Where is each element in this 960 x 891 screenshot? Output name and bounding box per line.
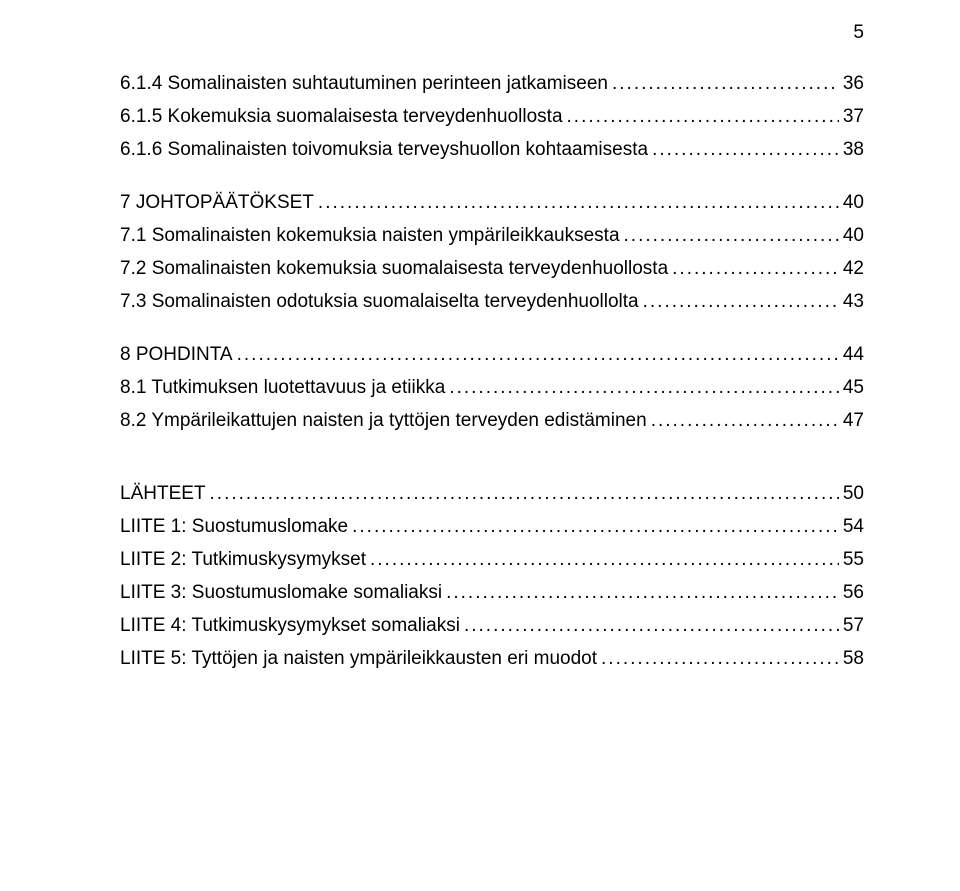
toc-leader-dots xyxy=(449,378,839,397)
document-page: 5 6.1.4 Somalinaisten suhtautuminen peri… xyxy=(0,0,960,891)
toc-entry: 7.1 Somalinaisten kokemuksia naisten ymp… xyxy=(120,226,864,245)
toc-entry-page: 45 xyxy=(843,378,864,397)
toc-entry-label: LIITE 5: Tyttöjen ja naisten ympärileikk… xyxy=(120,649,597,668)
toc-entry-label: 6.1.5 Kokemuksia suomalaisesta terveyden… xyxy=(120,107,563,126)
toc-entry: 8.2 Ympärileikattujen naisten ja tyttöje… xyxy=(120,411,864,430)
toc-entry-page: 50 xyxy=(843,484,864,503)
toc-entry: LIITE 1: Suostumuslomake 54 xyxy=(120,517,864,536)
toc-entry-page: 37 xyxy=(843,107,864,126)
toc-leader-dots xyxy=(567,107,839,126)
toc-leader-dots xyxy=(464,616,839,635)
toc-leader-dots xyxy=(601,649,839,668)
toc-leader-dots xyxy=(446,583,839,602)
toc-entry-label: 7.2 Somalinaisten kokemuksia suomalaises… xyxy=(120,259,668,278)
toc-entry-page: 40 xyxy=(843,226,864,245)
toc-entry: LIITE 2: Tutkimuskysymykset 55 xyxy=(120,550,864,569)
toc-entry: 8.1 Tutkimuksen luotettavuus ja etiikka 4… xyxy=(120,378,864,397)
toc-entry: LIITE 5: Tyttöjen ja naisten ympärileikk… xyxy=(120,649,864,668)
toc-entry-page: 47 xyxy=(843,411,864,430)
toc-entry-label: 6.1.6 Somalinaisten toivomuksia terveysh… xyxy=(120,140,648,159)
toc-gap xyxy=(120,173,864,193)
toc-entry: LIITE 3: Suostumuslomake somaliaksi 56 xyxy=(120,583,864,602)
toc-entry: 6.1.4 Somalinaisten suhtautuminen perint… xyxy=(120,74,864,93)
toc-leader-dots xyxy=(352,517,839,536)
toc-entry-label: 8.1 Tutkimuksen luotettavuus ja etiikka xyxy=(120,378,445,397)
toc-leader-dots xyxy=(210,484,839,503)
toc-leader-dots xyxy=(237,345,839,364)
toc-entry-page: 43 xyxy=(843,292,864,311)
toc-entry: 7.3 Somalinaisten odotuksia suomalaiselt… xyxy=(120,292,864,311)
toc-leader-dots xyxy=(624,226,839,245)
toc-entry: 8 POHDINTA 44 xyxy=(120,345,864,364)
toc-entry-page: 54 xyxy=(843,517,864,536)
page-number: 5 xyxy=(853,22,864,44)
toc-entry: 7 JOHTOPÄÄTÖKSET 40 xyxy=(120,193,864,212)
toc-entry-label: 6.1.4 Somalinaisten suhtautuminen perint… xyxy=(120,74,608,93)
toc-gap xyxy=(120,325,864,345)
toc-entry-label: LÄHTEET xyxy=(120,484,206,503)
toc-entry-page: 55 xyxy=(843,550,864,569)
toc-entry-label: LIITE 2: Tutkimuskysymykset xyxy=(120,550,366,569)
toc-entry-page: 36 xyxy=(843,74,864,93)
toc-entry-label: 8.2 Ympärileikattujen naisten ja tyttöje… xyxy=(120,411,647,430)
toc-leader-dots xyxy=(318,193,839,212)
toc-entry: 7.2 Somalinaisten kokemuksia suomalaises… xyxy=(120,259,864,278)
toc-entry-page: 40 xyxy=(843,193,864,212)
toc-entry-page: 38 xyxy=(843,140,864,159)
toc-entry-page: 58 xyxy=(843,649,864,668)
toc-leader-dots xyxy=(612,74,839,93)
toc-entry-label: LIITE 1: Suostumuslomake xyxy=(120,517,348,536)
toc-entry: 6.1.5 Kokemuksia suomalaisesta terveyden… xyxy=(120,107,864,126)
toc-leader-dots xyxy=(651,411,839,430)
toc-entry-page: 57 xyxy=(843,616,864,635)
table-of-contents: 6.1.4 Somalinaisten suhtautuminen perint… xyxy=(120,74,864,668)
toc-entry: 6.1.6 Somalinaisten toivomuksia terveysh… xyxy=(120,140,864,159)
toc-leader-dots xyxy=(672,259,839,278)
toc-entry-label: 8 POHDINTA xyxy=(120,345,233,364)
toc-entry: LIITE 4: Tutkimuskysymykset somaliaksi 57 xyxy=(120,616,864,635)
toc-entry-page: 44 xyxy=(843,345,864,364)
toc-entry-label: 7.1 Somalinaisten kokemuksia naisten ymp… xyxy=(120,226,620,245)
toc-leader-dots xyxy=(643,292,839,311)
toc-gap xyxy=(120,444,864,464)
toc-entry-label: 7.3 Somalinaisten odotuksia suomalaiselt… xyxy=(120,292,639,311)
toc-entry: LÄHTEET 50 xyxy=(120,484,864,503)
toc-entry-page: 56 xyxy=(843,583,864,602)
toc-leader-dots xyxy=(370,550,839,569)
toc-entry-label: LIITE 3: Suostumuslomake somaliaksi xyxy=(120,583,442,602)
toc-gap xyxy=(120,464,864,484)
toc-entry-label: LIITE 4: Tutkimuskysymykset somaliaksi xyxy=(120,616,460,635)
toc-leader-dots xyxy=(652,140,839,159)
toc-entry-page: 42 xyxy=(843,259,864,278)
toc-entry-label: 7 JOHTOPÄÄTÖKSET xyxy=(120,193,314,212)
